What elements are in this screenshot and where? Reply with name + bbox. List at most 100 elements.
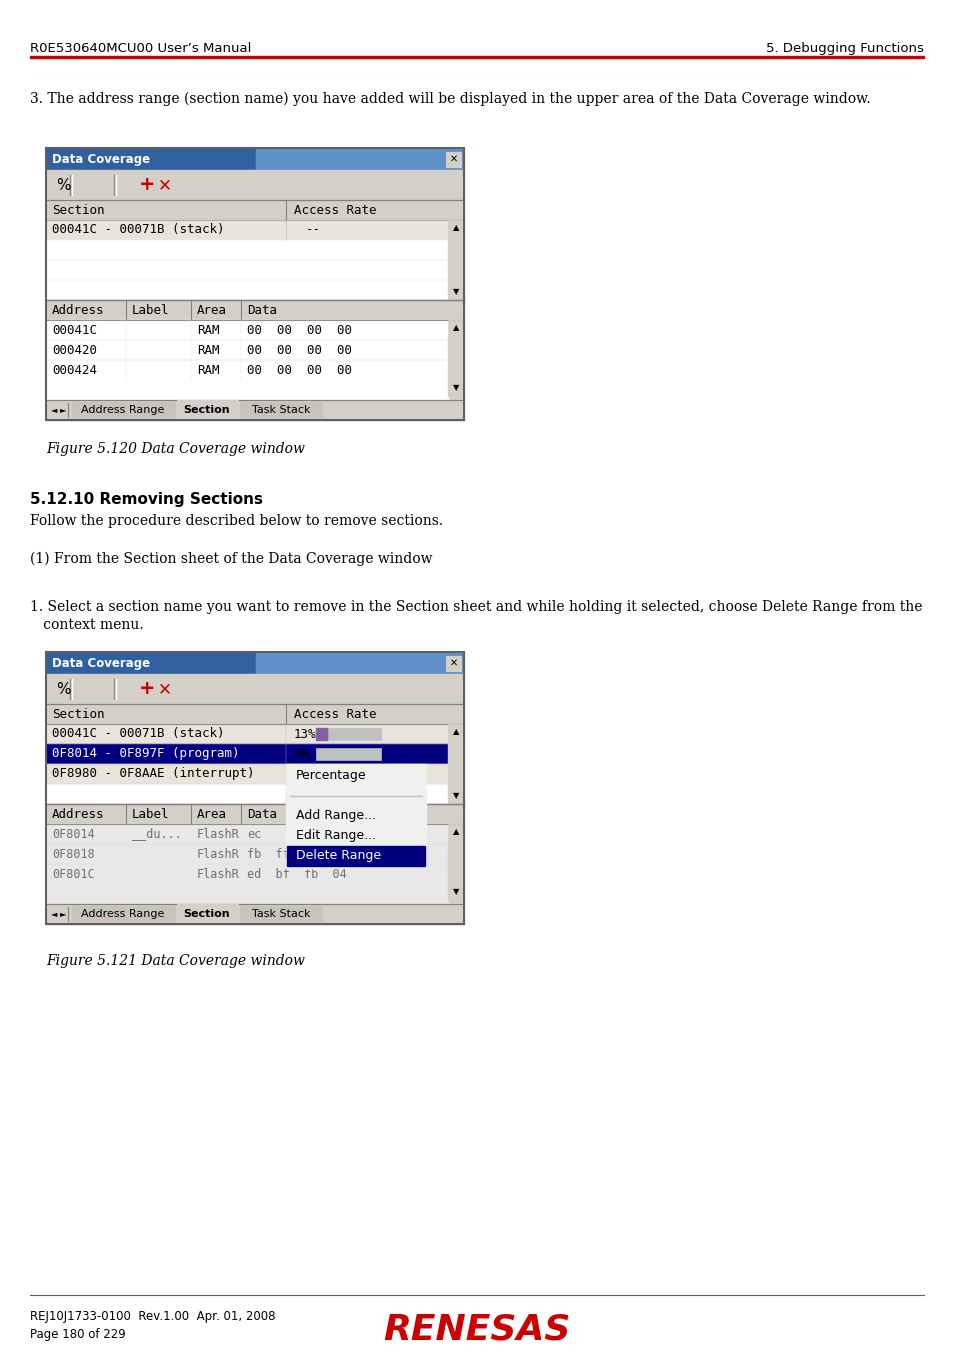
Text: ▼: ▼	[453, 887, 458, 896]
Text: Add Range...: Add Range...	[295, 810, 375, 822]
Text: 0F8014: 0F8014	[52, 828, 94, 841]
Bar	[448, 300, 463, 320]
Bar	[448, 788, 463, 805]
Bar	[46, 884, 448, 904]
Text: Label: Label	[132, 304, 170, 316]
Text: RAM: RAM	[196, 363, 219, 377]
Text: Label: Label	[132, 807, 170, 821]
Bar	[46, 240, 448, 261]
Bar	[46, 724, 448, 744]
Text: ✕: ✕	[449, 154, 457, 163]
Bar	[240, 402, 322, 417]
Text: Address Range: Address Range	[81, 405, 165, 414]
Text: ▲: ▲	[453, 828, 458, 837]
Text: Figure 5.121 Data Coverage window: Figure 5.121 Data Coverage window	[46, 954, 305, 968]
Text: RAM: RAM	[196, 324, 219, 336]
Text: 000424: 000424	[52, 363, 97, 377]
Bar	[76, 178, 94, 196]
Text: Access Rate: Access Rate	[294, 707, 376, 721]
Bar	[46, 805, 448, 823]
Bar	[446, 656, 460, 671]
Bar	[46, 703, 448, 724]
Bar	[286, 764, 426, 868]
Text: ed  bf  fb  04: ed bf fb 04	[247, 868, 346, 880]
Text: 00041C - 00071B (stack): 00041C - 00071B (stack)	[52, 728, 224, 741]
Text: 3. The address range (section name) you have added will be displayed in the uppe: 3. The address range (section name) you …	[30, 92, 870, 107]
Text: (1) From the Section sheet of the Data Coverage window: (1) From the Section sheet of the Data C…	[30, 552, 432, 567]
Text: FlashR: FlashR	[196, 828, 239, 841]
Text: ▲: ▲	[453, 324, 458, 332]
Text: Access Rate: Access Rate	[294, 204, 376, 216]
Bar	[46, 844, 448, 864]
Text: 000420: 000420	[52, 343, 97, 356]
Bar	[71, 402, 174, 417]
Text: ►: ►	[60, 910, 67, 918]
Bar	[94, 682, 112, 701]
Text: R0E530640MCU00 User’s Manual: R0E530640MCU00 User’s Manual	[30, 42, 251, 55]
Bar	[448, 320, 463, 336]
Text: Area: Area	[196, 807, 227, 821]
Text: 0F801C: 0F801C	[52, 868, 94, 880]
Bar	[46, 764, 448, 784]
Bar	[46, 652, 463, 923]
Bar	[448, 884, 463, 900]
Text: %: %	[56, 177, 71, 193]
Bar	[46, 674, 463, 703]
Bar	[46, 784, 448, 805]
Bar	[46, 904, 463, 923]
Bar	[46, 148, 463, 420]
Bar	[46, 170, 463, 200]
Bar	[448, 824, 463, 840]
Text: +: +	[138, 176, 155, 194]
Text: Address Range: Address Range	[81, 909, 165, 919]
Bar	[30, 55, 923, 58]
Bar	[448, 220, 463, 236]
Bar	[448, 200, 463, 220]
Text: 00041C - 00071B (stack): 00041C - 00071B (stack)	[52, 224, 224, 236]
Bar	[315, 728, 327, 740]
Bar	[448, 740, 463, 805]
Text: 0F8980 - 0F8AAE (interrupt): 0F8980 - 0F8AAE (interrupt)	[52, 768, 254, 780]
Text: ✕: ✕	[449, 657, 457, 668]
Text: 00  00  00  00: 00 00 00 00	[247, 343, 352, 356]
Bar	[46, 652, 463, 923]
Text: Data Coverage: Data Coverage	[52, 656, 150, 670]
Text: 0F8018: 0F8018	[52, 848, 94, 860]
Bar	[448, 724, 463, 740]
Bar	[46, 864, 448, 884]
Text: Section: Section	[184, 909, 230, 919]
Text: ▼: ▼	[453, 288, 458, 297]
Text: ▼: ▼	[453, 383, 458, 393]
Text: RENESAS: RENESAS	[383, 1312, 570, 1346]
Text: %: %	[56, 682, 71, 697]
Text: Data: Data	[247, 807, 276, 821]
Text: 13%: 13%	[294, 728, 316, 741]
Bar	[177, 904, 237, 923]
Bar	[177, 400, 237, 418]
Text: Page 180 of 229: Page 180 of 229	[30, 1328, 126, 1341]
Bar	[448, 379, 463, 396]
Text: Task Stack: Task Stack	[252, 909, 310, 919]
Bar	[118, 178, 136, 196]
Text: FlashR: FlashR	[196, 848, 239, 860]
Text: 00041C: 00041C	[52, 324, 97, 336]
Bar	[46, 360, 448, 379]
Bar	[255, 652, 462, 674]
Text: Section: Section	[52, 707, 105, 721]
Text: 1. Select a section name you want to remove in the Section sheet and while holdi: 1. Select a section name you want to rem…	[30, 599, 922, 614]
Bar	[47, 652, 462, 674]
Bar	[46, 200, 448, 220]
Text: REJ10J1733-0100  Rev.1.00  Apr. 01, 2008: REJ10J1733-0100 Rev.1.00 Apr. 01, 2008	[30, 1310, 275, 1323]
Bar	[448, 840, 463, 900]
Text: RAM: RAM	[196, 343, 219, 356]
Text: --: --	[306, 224, 320, 236]
Text: Address: Address	[52, 807, 105, 821]
Text: 0F8014 - 0F897F (program): 0F8014 - 0F897F (program)	[52, 748, 239, 760]
Text: 00  00  00  00: 00 00 00 00	[247, 363, 352, 377]
Text: Follow the procedure described below to remove sections.: Follow the procedure described below to …	[30, 514, 442, 528]
Bar	[448, 284, 463, 300]
Bar	[46, 148, 463, 420]
Bar	[138, 178, 156, 196]
Bar	[46, 279, 448, 300]
Text: +: +	[138, 679, 155, 698]
